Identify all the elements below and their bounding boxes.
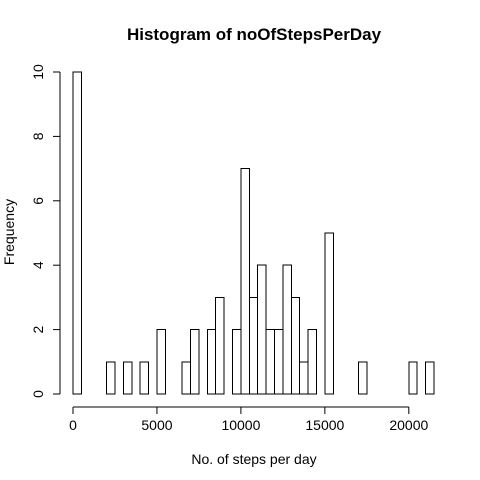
histogram-bar <box>324 232 334 395</box>
y-axis: 0 2 4 6 8 10 <box>30 64 61 398</box>
y-tick-label: 2 <box>30 325 46 333</box>
histogram-bar <box>425 361 435 395</box>
histogram-bar <box>357 361 368 395</box>
histogram-bar <box>273 329 284 395</box>
x-axis-label: No. of steps per day <box>191 451 316 467</box>
x-tick-label: 10000 <box>221 417 260 433</box>
chart-title: Histogram of noOfStepsPerDay <box>127 25 382 44</box>
y-tick-label: 6 <box>30 197 46 205</box>
histogram-bar <box>248 296 259 395</box>
histogram-bar <box>156 329 166 395</box>
histogram-bar <box>206 329 217 395</box>
histogram-bar <box>72 71 82 395</box>
histogram-bar <box>122 361 133 395</box>
y-tick-label: 0 <box>30 390 46 398</box>
y-axis-label: Frequency <box>1 199 17 265</box>
histogram-bar <box>307 329 317 395</box>
histogram-bar <box>299 361 309 395</box>
x-tick-label: 20000 <box>389 417 428 433</box>
histogram-bar <box>290 296 301 395</box>
x-tick-label: 15000 <box>305 417 344 433</box>
histogram-bar <box>139 361 150 395</box>
x-tick-label: 5000 <box>141 417 172 433</box>
histogram-bar <box>282 264 292 395</box>
histogram-bar <box>106 361 116 395</box>
histogram-bar <box>190 329 200 395</box>
histogram-bar <box>265 329 275 395</box>
y-tick-label: 8 <box>30 132 46 140</box>
x-tick-label: 0 <box>69 417 77 433</box>
histogram-bar <box>232 329 242 395</box>
histogram-bar <box>257 264 267 395</box>
histogram-bar <box>408 361 418 395</box>
y-tick-label: 4 <box>30 261 46 269</box>
histogram-bars <box>72 71 435 395</box>
histogram-bar <box>181 361 192 395</box>
histogram-bar <box>215 296 225 395</box>
y-tick-label: 10 <box>30 64 46 80</box>
histogram-bar <box>240 168 250 395</box>
x-axis: 0 5000 10000 15000 20000 <box>69 406 428 433</box>
